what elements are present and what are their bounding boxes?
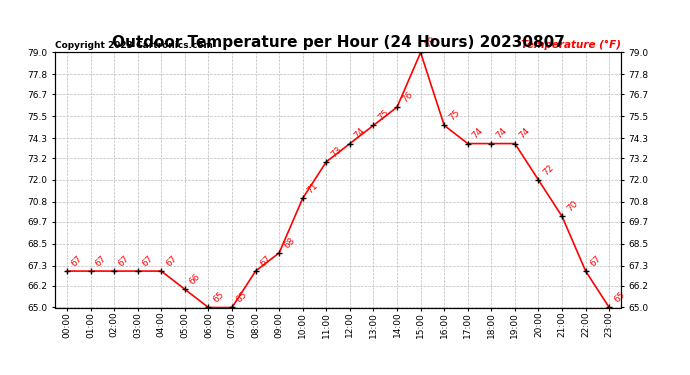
Text: 67: 67 xyxy=(117,254,131,268)
Title: Outdoor Temperature per Hour (24 Hours) 20230807: Outdoor Temperature per Hour (24 Hours) … xyxy=(112,35,564,50)
Text: 71: 71 xyxy=(306,181,320,195)
Text: 66: 66 xyxy=(188,272,202,286)
Text: 76: 76 xyxy=(400,90,414,104)
Text: 65: 65 xyxy=(211,290,226,305)
Text: 72: 72 xyxy=(541,163,555,177)
Text: 67: 67 xyxy=(93,254,108,268)
Text: Copyright 2023 Cartronics.com: Copyright 2023 Cartronics.com xyxy=(55,41,213,50)
Text: 73: 73 xyxy=(329,144,344,159)
Text: Temperature (°F): Temperature (°F) xyxy=(521,40,621,50)
Text: 65: 65 xyxy=(235,290,249,305)
Text: 74: 74 xyxy=(353,126,367,141)
Text: 74: 74 xyxy=(518,126,532,141)
Text: 67: 67 xyxy=(70,254,84,268)
Text: 79: 79 xyxy=(424,35,438,50)
Text: 67: 67 xyxy=(258,254,273,268)
Text: 75: 75 xyxy=(376,108,391,123)
Text: 74: 74 xyxy=(494,126,509,141)
Text: 75: 75 xyxy=(447,108,462,123)
Text: 68: 68 xyxy=(282,236,297,250)
Text: 67: 67 xyxy=(589,254,603,268)
Text: 70: 70 xyxy=(565,199,580,214)
Text: 67: 67 xyxy=(141,254,155,268)
Text: 67: 67 xyxy=(164,254,179,268)
Text: 65: 65 xyxy=(612,290,627,305)
Text: 74: 74 xyxy=(471,126,485,141)
